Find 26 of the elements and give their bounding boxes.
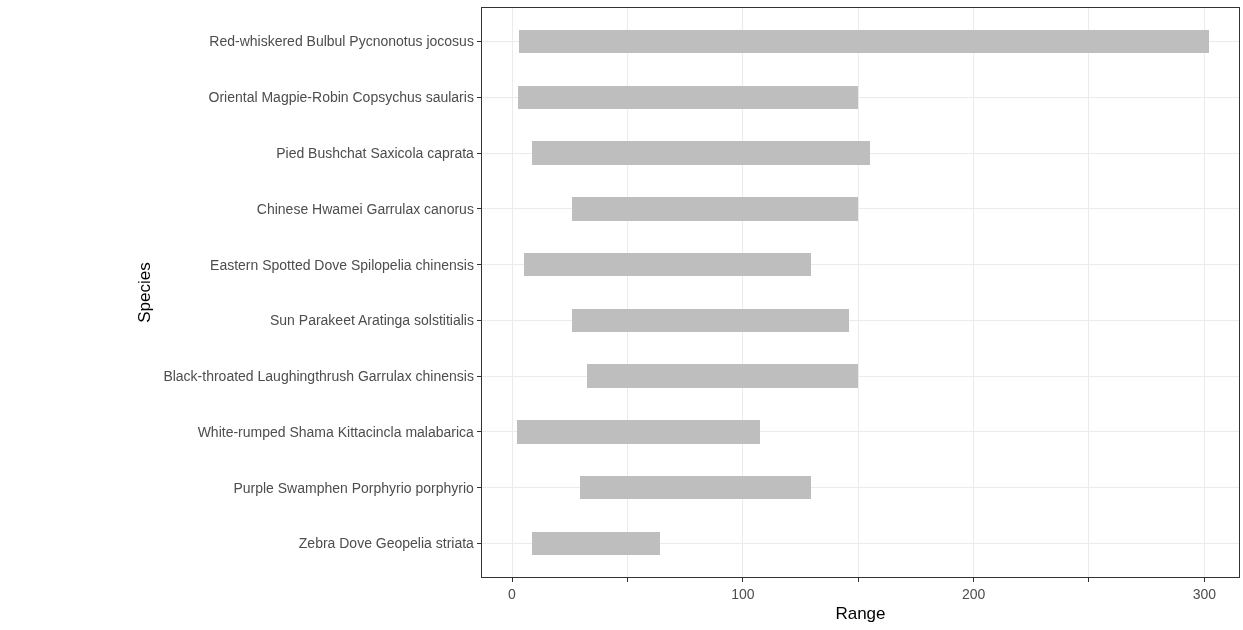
y-tick-label: Black-throated Laughingthrush Garrulax chinensis — [163, 368, 474, 385]
bar — [531, 141, 870, 165]
bar — [572, 197, 859, 221]
y-tick-label: Chinese Hwamei Garrulax canorus — [256, 200, 474, 217]
bar — [518, 29, 1209, 54]
y-tick-label: Oriental Magpie-Robin Copsychus saularis — [208, 89, 474, 106]
bar — [580, 476, 811, 500]
bar — [531, 531, 660, 556]
bar — [517, 85, 859, 109]
x-tick-label: 200 — [961, 586, 986, 603]
y-tick-label: Sun Parakeet Aratinga solstitialis — [270, 312, 474, 329]
y-tick-label: White-rumped Shama Kittacincla malabarica — [197, 423, 475, 440]
bar — [572, 308, 849, 333]
y-tick-label: Purple Swamphen Porphyrio porphyrio — [233, 479, 475, 496]
y-tick-label: Red-whiskered Bulbul Pycnonotus jocosus — [209, 33, 474, 50]
x-axis-title: Range — [835, 604, 886, 624]
bar — [516, 420, 761, 444]
bar — [587, 364, 859, 388]
y-tick-label: Pied Bushchat Saxicola caprata — [276, 144, 475, 161]
y-axis-title: Species — [135, 262, 155, 323]
y-tick-label: Zebra Dove Geopelia striata — [298, 535, 475, 552]
x-tick-label: 100 — [731, 586, 755, 603]
x-tick-label: 300 — [1192, 586, 1217, 603]
bar — [523, 252, 811, 277]
y-tick-label: Eastern Spotted Dove Spilopelia chinensis — [210, 256, 474, 273]
x-tick-label: 0 — [508, 586, 517, 603]
